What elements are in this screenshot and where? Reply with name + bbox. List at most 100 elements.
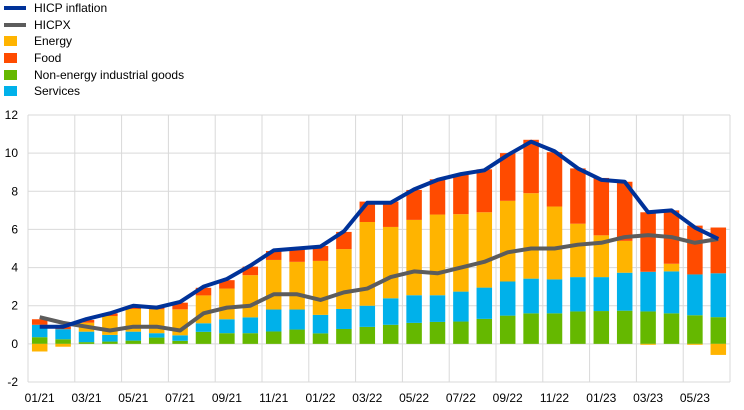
bar-non-energy-industrial-goods xyxy=(289,329,305,344)
bar-energy xyxy=(289,261,305,310)
legend: HICP inflation HICPX Energy Food Non-ene… xyxy=(4,0,184,100)
x-tick-label: 05/23 xyxy=(680,391,710,405)
bar-energy xyxy=(593,235,610,278)
legend-item-neig: Non-energy industrial goods xyxy=(4,66,184,83)
x-tick-label: 09/22 xyxy=(493,391,523,405)
legend-label: Energy xyxy=(34,34,73,49)
bar-energy xyxy=(546,206,563,280)
bar-food xyxy=(570,168,586,224)
bar-food xyxy=(382,201,399,227)
x-tick-label: 09/21 xyxy=(212,391,242,405)
legend-label: Non-energy industrial goods xyxy=(34,67,185,82)
bar-services xyxy=(359,305,376,327)
bar-food xyxy=(265,250,282,260)
bar-non-energy-industrial-goods xyxy=(265,331,282,344)
bar-food xyxy=(523,139,539,194)
bar-food xyxy=(476,169,493,213)
bar-services xyxy=(55,329,71,340)
x-tick-label: 01/22 xyxy=(305,391,335,405)
y-tick-label: -2 xyxy=(7,375,18,389)
bar-energy xyxy=(312,260,329,315)
bar-services xyxy=(570,277,586,312)
legend-label: Services xyxy=(34,84,81,99)
bar-non-energy-industrial-goods xyxy=(687,315,703,344)
x-tick-label: 11/22 xyxy=(540,391,569,405)
bar-non-energy-industrial-goods xyxy=(406,322,422,344)
bar-services xyxy=(102,334,118,342)
bar-non-energy-industrial-goods xyxy=(242,333,259,344)
legend-item-energy: Energy xyxy=(4,33,184,50)
bar-food xyxy=(219,280,235,289)
bar-services xyxy=(406,295,422,323)
y-tick-label: 10 xyxy=(5,146,19,160)
bar-services xyxy=(289,309,305,330)
bar-services xyxy=(640,271,656,312)
bar-services xyxy=(546,279,563,314)
bar-non-energy-industrial-goods xyxy=(78,342,95,344)
bar-food xyxy=(172,302,188,310)
bar-energy xyxy=(336,249,352,309)
bar-services xyxy=(453,291,469,322)
bar-energy xyxy=(476,212,493,288)
bar-services xyxy=(382,298,399,325)
bar-services xyxy=(312,314,329,334)
y-tick-label: 6 xyxy=(11,222,18,236)
bar-non-energy-industrial-goods xyxy=(640,311,656,344)
bar-non-energy-industrial-goods xyxy=(195,331,212,344)
y-tick-label: 12 xyxy=(5,108,19,122)
bar-non-energy-industrial-goods xyxy=(359,326,376,344)
y-tick-label: 2 xyxy=(11,299,18,313)
bar-non-energy-industrial-goods xyxy=(453,321,469,344)
bar-non-energy-industrial-goods xyxy=(546,313,563,344)
bar-services xyxy=(476,287,493,319)
legend-label: Food xyxy=(34,51,62,66)
bar-services xyxy=(429,295,446,322)
x-tick-label: 03/23 xyxy=(633,391,663,405)
y-tick-label: 0 xyxy=(11,337,18,351)
legend-swatch xyxy=(4,86,17,97)
bar-non-energy-industrial-goods xyxy=(499,315,516,344)
y-tick-label: 4 xyxy=(11,261,18,275)
bar-energy xyxy=(570,223,586,278)
bar-food xyxy=(546,152,563,207)
line-hicpx xyxy=(39,233,719,333)
legend-item-food: Food xyxy=(4,50,184,67)
legend-item-hicpx: HICPX xyxy=(4,17,184,34)
bar-food xyxy=(499,153,516,201)
bar-food xyxy=(78,320,95,323)
y-tick-label: 8 xyxy=(11,184,18,198)
bar-energy xyxy=(523,193,539,279)
bar-non-energy-industrial-goods xyxy=(710,317,727,344)
bar-non-energy-industrial-goods xyxy=(219,333,235,344)
bar-services xyxy=(195,323,212,332)
bar-services xyxy=(663,271,680,314)
bar-food xyxy=(687,225,703,275)
legend-item-services: Services xyxy=(4,83,184,100)
bar-energy xyxy=(687,343,703,345)
bar-energy xyxy=(219,288,235,320)
legend-swatch xyxy=(4,53,17,64)
bar-energy xyxy=(55,343,71,347)
legend-swatch xyxy=(4,36,17,47)
line-hicp-inflation xyxy=(39,139,720,329)
bar-energy xyxy=(242,275,259,318)
bar-services xyxy=(687,274,703,316)
bar-non-energy-industrial-goods xyxy=(593,311,610,344)
bar-non-energy-industrial-goods xyxy=(663,313,680,344)
bar-services xyxy=(172,335,188,341)
bar-services xyxy=(242,317,259,334)
bar-non-energy-industrial-goods xyxy=(616,310,633,344)
bar-food xyxy=(616,181,633,241)
bar-non-energy-industrial-goods xyxy=(172,340,188,344)
bar-services xyxy=(219,319,235,334)
bar-services xyxy=(265,309,282,332)
legend-swatch xyxy=(4,69,17,80)
bar-energy xyxy=(429,214,446,296)
bar-food xyxy=(289,249,305,262)
bar-food xyxy=(195,287,212,296)
bar-non-energy-industrial-goods xyxy=(55,339,71,344)
bar-non-energy-industrial-goods xyxy=(523,313,539,344)
bar-energy xyxy=(265,259,282,310)
bar-non-energy-industrial-goods xyxy=(125,340,142,344)
